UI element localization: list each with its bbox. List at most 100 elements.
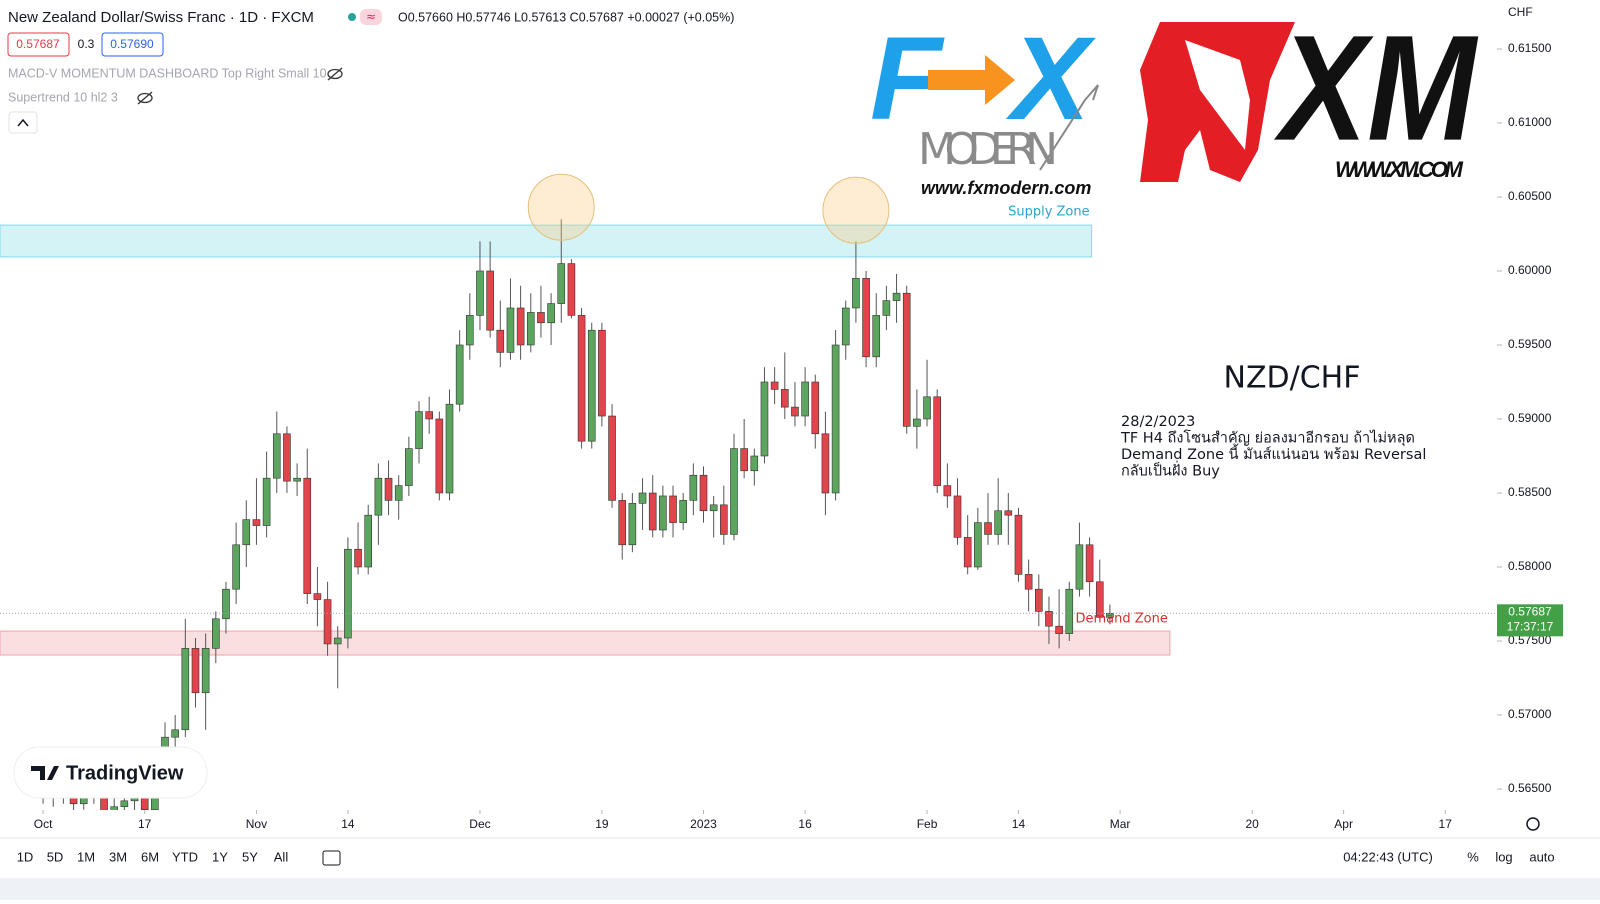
candle-body — [272, 433, 281, 479]
candle-body — [120, 800, 129, 808]
clock[interactable]: 04:22:43 (UTC) — [1343, 849, 1433, 864]
candle-body — [974, 522, 982, 568]
candle-body — [567, 263, 576, 316]
x-tick-label: 14 — [1012, 817, 1026, 831]
candle-body — [212, 618, 220, 649]
candle-body — [902, 292, 911, 427]
candle-body — [547, 303, 555, 324]
candle-body — [577, 315, 586, 442]
candle-body — [1034, 588, 1043, 612]
plot-area — [0, 173, 1495, 810]
candle-body — [1045, 611, 1053, 627]
candle-body — [435, 418, 444, 494]
candle-body — [913, 418, 921, 427]
candle-body — [638, 492, 647, 504]
candle-body — [984, 522, 992, 535]
candle-body — [740, 448, 748, 472]
candle-body — [669, 495, 677, 523]
candle-body — [486, 270, 494, 331]
x-tick-label: Mar — [1110, 817, 1131, 831]
candle-body — [394, 485, 403, 501]
y-tick-label: 0.59500 — [1508, 337, 1552, 351]
y-tick-label: 0.59000 — [1508, 411, 1552, 425]
y-tick-label: 0.56500 — [1508, 781, 1552, 795]
date-range-icon[interactable] — [322, 850, 341, 866]
candle-body — [923, 396, 931, 420]
scale-option[interactable]: log — [1495, 849, 1512, 864]
candle-body — [262, 477, 271, 526]
range-button[interactable]: 1D — [17, 849, 34, 864]
candle-body — [232, 544, 240, 590]
candle-body — [455, 344, 464, 405]
annotation-line: กลับเป็นฝั่ง Buy — [1121, 461, 1220, 480]
annotation-line: Demand Zone นี้ มันส์แน่นอน พร้อม Revers… — [1121, 443, 1426, 463]
x-tick-label: Oct — [34, 817, 53, 831]
xm-url: WWW.XM.COM — [1335, 157, 1464, 182]
collapse-button[interactable] — [8, 111, 38, 134]
candle-body — [516, 307, 525, 346]
hidden-icon[interactable] — [137, 67, 343, 105]
candle-body — [1095, 581, 1104, 618]
range-button[interactable]: 1M — [77, 849, 95, 864]
candle-body — [760, 381, 769, 457]
countdown: 17:37:17 — [1507, 619, 1554, 633]
candle-body — [628, 503, 637, 546]
fx-url: www.fxmodern.com — [921, 178, 1091, 198]
range-button[interactable]: YTD — [172, 849, 198, 864]
bid-price: 0.57687 — [16, 37, 60, 51]
candle-body — [1065, 588, 1074, 634]
range-button[interactable]: 5D — [47, 849, 64, 864]
x-tick-label: 20 — [1245, 817, 1259, 831]
y-tick-label: 0.61500 — [1508, 41, 1552, 55]
candle-body — [252, 519, 261, 526]
status-badge[interactable] — [360, 9, 382, 25]
range-button[interactable]: 6M — [141, 849, 159, 864]
x-tick-label: 16 — [798, 817, 812, 831]
candle-body — [841, 307, 850, 346]
scale-option[interactable]: auto — [1529, 849, 1554, 864]
candle-body — [852, 278, 860, 309]
watermark-box[interactable] — [13, 746, 208, 799]
scale-option[interactable]: % — [1467, 849, 1479, 864]
x-tick-label: Apr — [1334, 817, 1353, 831]
ask-box[interactable] — [101, 32, 164, 57]
candle-body — [1004, 510, 1013, 516]
settings-icon[interactable] — [1526, 817, 1540, 831]
candle-body — [720, 504, 728, 535]
candle-body — [882, 300, 891, 316]
candle-body — [587, 329, 596, 442]
bottom-strip — [0, 878, 1600, 900]
candle-body — [526, 312, 535, 346]
candle-body — [709, 504, 718, 512]
y-tick-label: 0.57500 — [1508, 633, 1552, 647]
candle-body — [862, 278, 870, 358]
candle-body — [730, 448, 738, 535]
candle-body — [953, 495, 962, 538]
currency[interactable]: CHF — [1508, 5, 1533, 19]
range-button[interactable]: 1Y — [212, 849, 228, 864]
candle-body — [1055, 625, 1063, 634]
candle-body — [872, 315, 881, 358]
candle-body — [476, 270, 484, 316]
candle-body — [963, 537, 972, 568]
indicator-label[interactable]: MACD-V MOMENTUM DASHBOARD Top Right Smal… — [8, 66, 327, 80]
range-button[interactable]: 5Y — [242, 849, 258, 864]
last-price-box — [1497, 604, 1563, 637]
candle-body — [323, 599, 332, 645]
watermark-text: TradingView — [66, 762, 184, 784]
candle-body — [618, 500, 627, 546]
candle-body — [201, 648, 210, 694]
candle-body — [333, 637, 342, 645]
bid-box[interactable] — [7, 32, 70, 57]
ohlc-values: O0.57660 H0.57746 L0.57613 C0.57687 +0.0… — [398, 10, 734, 24]
zone — [0, 224, 1093, 258]
range-button[interactable]: All — [274, 849, 289, 864]
candle-body — [313, 593, 322, 600]
x-tick-label: 19 — [595, 817, 609, 831]
indicator-label[interactable]: Supertrend 10 hl2 3 — [8, 90, 118, 104]
candle-body — [831, 344, 840, 494]
symbol-title[interactable]: New Zealand Dollar/Swiss Franc · 1D · FX… — [8, 9, 314, 26]
x-tick-label: 2023 — [690, 817, 717, 831]
range-button[interactable]: 3M — [109, 849, 127, 864]
x-tick-label: Nov — [246, 817, 267, 831]
